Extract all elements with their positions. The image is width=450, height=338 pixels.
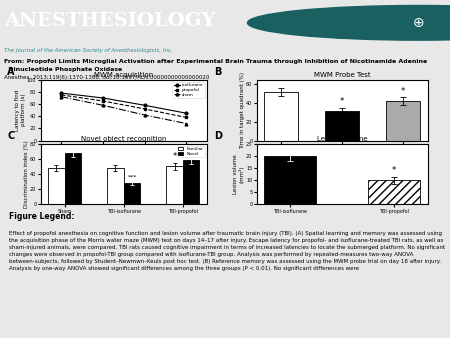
isoflurane <box>184 111 189 115</box>
isoflurane <box>58 91 64 95</box>
Text: ⊕: ⊕ <box>413 16 424 30</box>
Bar <box>166 166 183 204</box>
Title: MWM acquisition: MWM acquisition <box>94 72 153 78</box>
Bar <box>107 168 124 204</box>
Legend: isoflurane, propofol, sham: isoflurane, propofol, sham <box>172 82 205 98</box>
Text: Dinucleotide Phosphate Oxidase: Dinucleotide Phosphate Oxidase <box>4 67 123 72</box>
Y-axis label: Latency to find
platform (s): Latency to find platform (s) <box>15 90 26 131</box>
Line: propofol: propofol <box>60 94 188 119</box>
Text: *: * <box>172 152 177 161</box>
Text: *: * <box>401 87 405 96</box>
propofol <box>142 107 147 111</box>
Text: B: B <box>214 67 221 77</box>
Bar <box>48 168 65 204</box>
Legend: Familiar, Novel: Familiar, Novel <box>177 146 205 158</box>
propofol <box>100 99 106 103</box>
Y-axis label: Time in target quadrant (%): Time in target quadrant (%) <box>240 72 245 149</box>
isoflurane <box>100 96 106 100</box>
Text: The Journal of the American Society of Anesthesiologists, Inc.: The Journal of the American Society of A… <box>4 48 173 53</box>
Line: isoflurane: isoflurane <box>60 92 188 115</box>
Bar <box>65 153 81 204</box>
sham <box>142 113 147 117</box>
Bar <box>368 180 420 204</box>
Text: *: * <box>392 166 396 174</box>
Title: Novel object recognition: Novel object recognition <box>81 136 166 142</box>
Title: MWM Probe Test: MWM Probe Test <box>314 72 370 78</box>
Text: From: Propofol Limits Microglial Activation after Experimental Brain Trauma thro: From: Propofol Limits Microglial Activat… <box>4 59 428 64</box>
Text: *: * <box>340 97 344 106</box>
Text: Anesthes. 2013;119(6):1370-1388. doi:10.1097/ALN.00000000000000020: Anesthes. 2013;119(6):1370-1388. doi:10.… <box>4 75 210 80</box>
Y-axis label: Discrimination index (%): Discrimination index (%) <box>24 140 29 208</box>
Line: sham: sham <box>60 95 188 125</box>
Bar <box>264 156 316 204</box>
Bar <box>183 160 199 204</box>
Title: Lesion volume: Lesion volume <box>317 136 367 142</box>
Text: A: A <box>7 67 15 77</box>
Y-axis label: Lesion volume
(mm³): Lesion volume (mm³) <box>233 154 245 194</box>
Text: D: D <box>214 131 222 141</box>
Bar <box>325 111 359 141</box>
Bar <box>264 92 298 141</box>
Text: ***: *** <box>127 174 137 179</box>
sham <box>58 95 64 99</box>
Circle shape <box>248 5 450 40</box>
isoflurane <box>142 103 147 107</box>
Bar <box>386 101 420 141</box>
Text: Figure Legend:: Figure Legend: <box>9 212 75 221</box>
Bar <box>124 183 140 204</box>
sham <box>100 103 106 107</box>
propofol <box>184 115 189 119</box>
X-axis label: Post-injury days: Post-injury days <box>102 151 146 156</box>
Text: Effect of propofol anesthesia on cognitive function and lesion volume after trau: Effect of propofol anesthesia on cogniti… <box>9 231 445 271</box>
propofol <box>58 93 64 97</box>
Text: ANESTHESIOLOGY: ANESTHESIOLOGY <box>4 11 216 29</box>
sham <box>184 121 189 125</box>
Text: C: C <box>7 131 14 141</box>
